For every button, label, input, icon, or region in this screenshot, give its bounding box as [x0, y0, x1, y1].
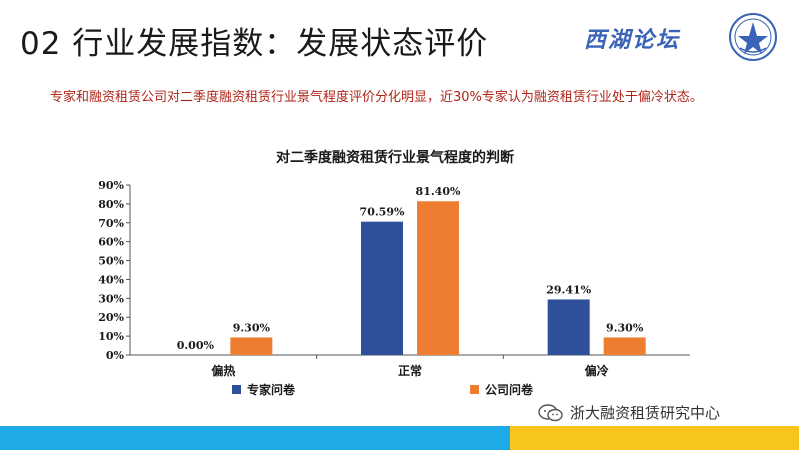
- y-tick-label: 70%: [98, 217, 124, 230]
- intro-text: 专家和融资租赁公司对二季度融资租赁行业景气程度评价分化明显，近30%专家认为融资…: [50, 90, 703, 105]
- bottom-bar: [0, 426, 799, 450]
- y-tick-label: 60%: [98, 236, 124, 249]
- bottom-bar-yellow: [510, 426, 799, 450]
- y-tick-label: 40%: [98, 273, 124, 286]
- bar: [547, 299, 590, 355]
- legend-label: 公司问卷: [485, 382, 534, 397]
- y-tick-label: 0%: [106, 349, 125, 362]
- y-tick-label: 80%: [98, 198, 124, 211]
- forum-logo-text: 西湖论坛: [584, 27, 681, 53]
- y-tick-label: 20%: [98, 311, 124, 324]
- y-tick-label: 50%: [98, 255, 124, 268]
- bar: [603, 337, 646, 355]
- footer-brand: 浙大融资租赁研究中心: [570, 404, 721, 422]
- bottom-bar-blue: [0, 426, 510, 450]
- data-label: 70.59%: [360, 206, 405, 219]
- data-label: 9.30%: [606, 321, 644, 334]
- bar: [230, 337, 273, 355]
- emblem-icon: [729, 13, 777, 61]
- chart-axes: 0% 10% 20% 30% 40% 50% 60% 70% 80% 90% 偏热 正常 偏冷: [98, 179, 690, 378]
- bar: [417, 201, 459, 355]
- bar: [361, 221, 403, 355]
- chart-title: 对二季度融资租赁行业景气程度的判断: [276, 149, 514, 166]
- wechat-footer: 浙大融资租赁研究中心: [538, 402, 720, 423]
- data-label: 81.40%: [416, 185, 461, 198]
- x-category-label: 正常: [398, 363, 422, 378]
- legend-swatch: [232, 385, 241, 394]
- chart-legend: 专家问卷 公司问卷: [232, 382, 534, 397]
- data-label: 29.41%: [546, 283, 591, 296]
- x-category-label: 偏热: [211, 363, 235, 378]
- slide-title: 02 行业发展指数：发展状态评价: [20, 26, 489, 62]
- x-category-label: 偏冷: [585, 363, 609, 378]
- y-tick-label: 30%: [98, 292, 124, 305]
- chart-bars: 0.00% 9.30% 70.59% 81.40% 29.41% 9.30%: [177, 185, 646, 355]
- y-tick-label: 10%: [98, 330, 124, 343]
- data-label: 0.00%: [177, 339, 215, 352]
- legend-swatch: [470, 385, 479, 394]
- data-label: 9.30%: [233, 321, 271, 334]
- wechat-icon: [538, 403, 563, 421]
- y-tick-label: 90%: [98, 179, 124, 192]
- bar-chart: 对二季度融资租赁行业景气程度的判断 0% 10% 20% 30% 40% 50% 60% 70…: [98, 149, 690, 397]
- legend-label: 专家问卷: [247, 382, 296, 397]
